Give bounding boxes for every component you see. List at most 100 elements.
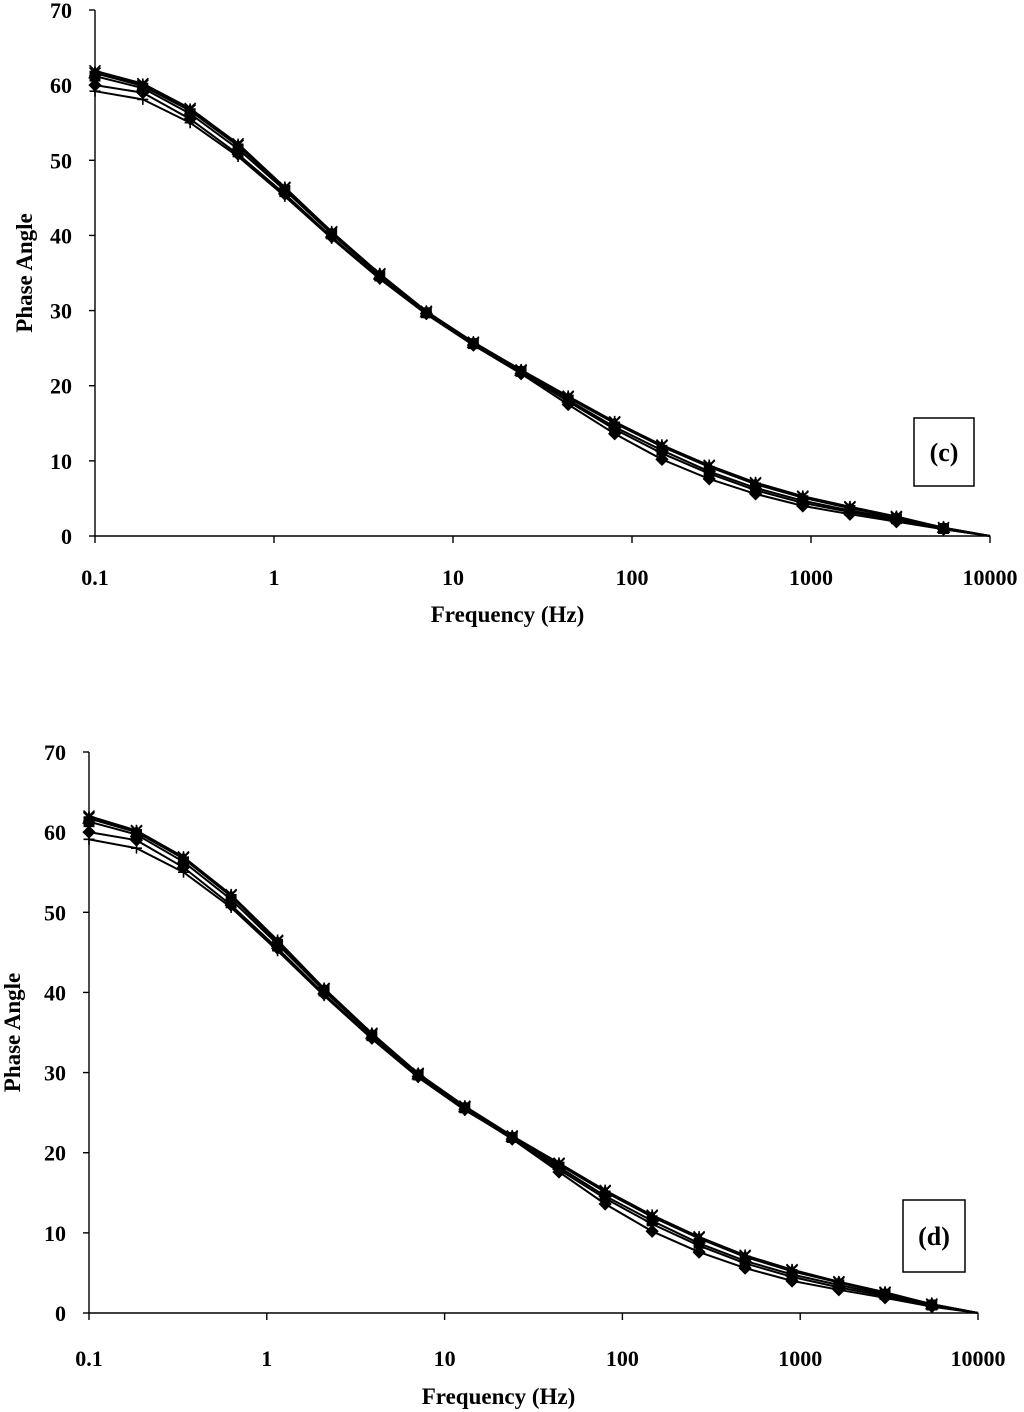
series-1	[82, 825, 979, 1314]
panel-label: (c)	[930, 438, 959, 467]
x-tick-label: 100	[606, 1346, 639, 1371]
series-6-point	[459, 1104, 471, 1116]
series-6-point	[137, 93, 149, 105]
y-tick-label: 70	[50, 0, 72, 23]
series-1-point	[655, 452, 669, 466]
series-6-line	[94, 90, 991, 537]
series-6-point	[279, 190, 291, 202]
y-tick-label: 30	[50, 299, 72, 324]
series-1-point	[645, 1224, 659, 1238]
series-6-point	[938, 523, 950, 535]
series-5-point	[136, 78, 149, 92]
y-axis-title: Phase Angle	[12, 213, 37, 332]
series-6	[89, 85, 991, 537]
series-6-point	[374, 273, 386, 285]
x-tick-label: 1000	[778, 1346, 822, 1371]
series-2	[89, 70, 991, 537]
series-6-point	[89, 85, 101, 97]
series-6-point	[326, 232, 338, 244]
series-5-point	[184, 103, 197, 117]
series-6-point	[562, 395, 574, 407]
x-tick-label: 10000	[963, 565, 1018, 590]
series-2	[83, 816, 979, 1314]
x-tick-label: 1000	[789, 565, 833, 590]
x-tick-label: 0.1	[75, 1346, 103, 1371]
series-6-point	[412, 1071, 424, 1083]
series-6-point	[703, 468, 715, 480]
series-6-point	[609, 423, 621, 435]
series-6-point	[83, 833, 95, 845]
y-tick-label: 40	[44, 980, 66, 1005]
panel-label-box	[902, 1199, 966, 1273]
series-2-line	[94, 75, 991, 537]
chart-panel-c: 0 10 20 30 40 50 60 70 0.1 1 10 100 1000 10000 Frequen…	[12, 0, 1018, 627]
series-6-line	[88, 838, 979, 1314]
series-6-point	[318, 990, 330, 1002]
series-6-point	[879, 1290, 891, 1302]
series-6-point	[750, 484, 762, 496]
series-5	[88, 66, 991, 537]
series-6-point	[232, 151, 244, 163]
series-6-point	[833, 1281, 845, 1293]
series-1-line	[88, 831, 979, 1314]
y-tick-label: 70	[44, 740, 66, 765]
series-5-point	[225, 888, 238, 903]
series-6-point	[693, 1240, 705, 1252]
series-6-point	[177, 866, 189, 878]
x-tick-label: 10	[442, 565, 464, 590]
y-tick-label: 0	[61, 524, 72, 549]
series-2-line	[88, 820, 979, 1314]
series-5-line	[94, 72, 991, 537]
series-1-point	[692, 1245, 706, 1259]
y-tick-label: 60	[44, 820, 66, 845]
series-6-point	[420, 308, 432, 320]
series-5-point	[232, 138, 245, 152]
series-6-point	[184, 117, 196, 129]
series-6-point	[467, 339, 479, 351]
series-6-point	[739, 1257, 751, 1269]
x-tick-label: 100	[616, 565, 649, 590]
panel-label: (d)	[918, 1222, 950, 1251]
y-tick-label: 10	[44, 1221, 66, 1246]
x-axis-title: Frequency (Hz)	[422, 1384, 576, 1409]
x-tick-label: 10000	[951, 1346, 1006, 1371]
series-6-point	[599, 1192, 611, 1204]
series-6-point	[656, 447, 668, 459]
x-tick-label: 10	[434, 1346, 456, 1371]
series-6-point	[844, 506, 856, 518]
series-5-point	[130, 824, 143, 838]
y-tick-label: 0	[55, 1301, 66, 1326]
series-6	[83, 833, 979, 1314]
y-tick-label: 10	[50, 449, 72, 474]
series-5-point	[82, 811, 96, 825]
x-tick-label: 1	[269, 565, 280, 590]
y-tick-label: 50	[50, 148, 72, 173]
series-6-point	[515, 366, 527, 378]
y-tick-label: 30	[44, 1061, 66, 1086]
y-tick-label: 20	[50, 374, 72, 399]
series-6-point	[506, 1132, 518, 1144]
series-6-point	[646, 1218, 658, 1230]
panel-label-box	[913, 417, 975, 487]
chart-panel-d: 0 10 20 30 40 50 60 70 0.1 1 10 100 1000 10000 Frequen…	[0, 740, 1006, 1409]
series-5-point	[88, 66, 102, 80]
y-tick-label: 20	[44, 1141, 66, 1166]
series-6-point	[272, 945, 284, 957]
series-6-point	[786, 1271, 798, 1283]
series-6-point	[366, 1033, 378, 1045]
x-tick-label: 0.1	[81, 565, 109, 590]
x-axis-title: Frequency (Hz)	[431, 602, 585, 627]
y-tick-label: 40	[50, 223, 72, 248]
series-6-point	[890, 514, 902, 526]
y-axis-title: Phase Angle	[0, 973, 25, 1092]
y-tick-label: 50	[44, 900, 66, 925]
series-6-point	[131, 842, 143, 854]
series-6-point	[225, 901, 237, 913]
series-5-line	[88, 816, 979, 1314]
y-tick-label: 60	[50, 73, 72, 98]
series-6-point	[926, 1300, 938, 1312]
series-1-line	[94, 84, 991, 537]
series-6-point	[797, 497, 809, 509]
series-6-point	[553, 1164, 565, 1176]
